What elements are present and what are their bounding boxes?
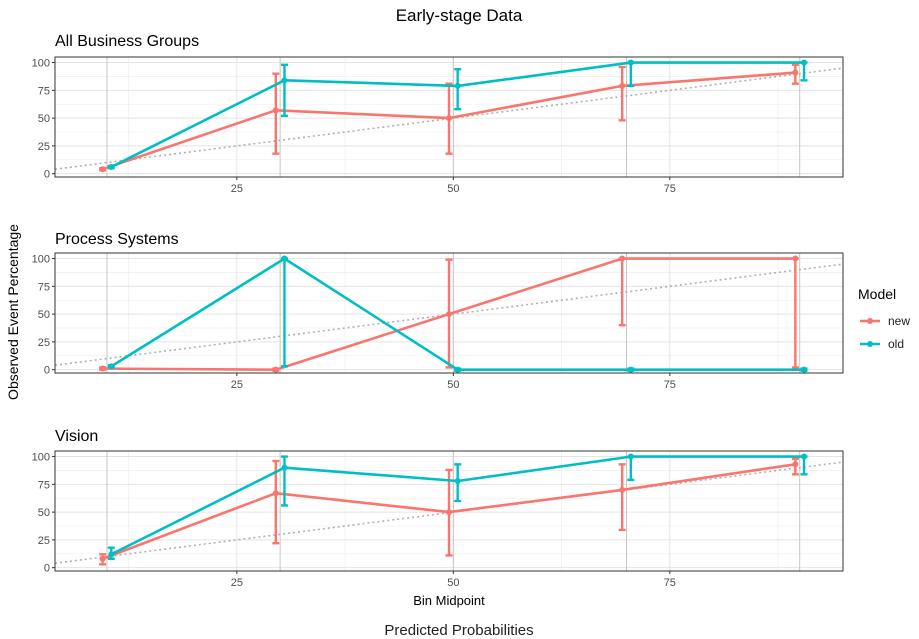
- legend-label-new: new: [888, 314, 910, 328]
- y-tick-label: 100: [32, 58, 50, 70]
- y-tick-label: 75: [38, 85, 50, 97]
- data-point-new: [99, 365, 106, 372]
- data-point-new: [272, 107, 279, 114]
- y-axis-label: Observed Event Percentage: [5, 224, 21, 400]
- y-tick-label: 0: [44, 169, 50, 181]
- y-tick-label: 50: [38, 507, 50, 519]
- data-point-old: [281, 77, 288, 84]
- y-tick-label: 75: [38, 479, 50, 491]
- legend-key-point-new: [867, 318, 873, 324]
- x-tick-label: 75: [664, 379, 676, 391]
- data-point-new: [446, 509, 452, 516]
- x-tick-label: 25: [231, 577, 243, 589]
- figure-title: Early-stage Data: [396, 6, 523, 25]
- y-tick-label: 100: [32, 452, 50, 464]
- legend: Model new old: [858, 286, 910, 351]
- panel-2: Process Systems 0 25 50 75 100 25 50 75: [32, 231, 844, 391]
- panel-title: Vision: [55, 428, 98, 445]
- data-point-new: [619, 82, 626, 89]
- panel-border: [54, 56, 844, 178]
- data-point-old: [627, 59, 634, 66]
- panel-title: Process Systems: [55, 231, 179, 248]
- x-tick-label: 25: [231, 379, 243, 391]
- legend-key-point-old: [867, 341, 873, 347]
- data-point-old: [801, 366, 808, 373]
- series-new: [99, 63, 799, 173]
- y-tick-label: 25: [38, 535, 50, 547]
- y-tick-label: 25: [38, 141, 50, 153]
- panel-3: Vision 0 25 50 75 100 25 50 75 Bin Midpoint: [32, 428, 844, 608]
- data-point-new: [446, 115, 452, 122]
- data-point-new: [272, 490, 279, 497]
- x-axis-caption: Predicted Probabilities: [384, 622, 533, 639]
- data-point-new: [99, 166, 106, 173]
- data-point-old: [454, 366, 461, 373]
- data-point-old: [108, 363, 115, 370]
- data-point-new: [619, 486, 626, 493]
- series-new: [99, 255, 799, 373]
- y-tick-label: 25: [38, 337, 50, 349]
- y-tick-label: 0: [44, 563, 50, 575]
- x-tick-label: 75: [664, 183, 676, 195]
- data-point-old: [108, 551, 115, 558]
- legend-title: Model: [858, 286, 896, 302]
- series-old: [107, 453, 808, 560]
- x-axis-label: Bin Midpoint: [413, 593, 485, 608]
- data-point-old: [454, 82, 461, 89]
- legend-item-old[interactable]: old: [860, 337, 904, 351]
- y-tick-label: 100: [32, 254, 50, 266]
- data-point-new: [446, 311, 452, 318]
- data-point-old: [281, 464, 288, 471]
- data-point-new: [619, 255, 626, 262]
- series-new: [99, 457, 799, 566]
- data-point-new: [792, 69, 799, 76]
- data-point-new: [99, 555, 106, 562]
- legend-item-new[interactable]: new: [860, 314, 910, 328]
- series-old: [107, 59, 808, 170]
- data-point-old: [281, 255, 288, 262]
- y-tick-label: 75: [38, 281, 50, 293]
- series-old: [107, 255, 808, 373]
- legend-label-old: old: [888, 337, 904, 351]
- data-point-old: [454, 478, 461, 484]
- panel-1: All Business Groups 0 25 50 75 100 25 50 75: [32, 33, 844, 195]
- panel-title: All Business Groups: [55, 33, 199, 50]
- y-tick-label: 0: [44, 365, 50, 377]
- x-tick-label: 75: [664, 577, 676, 589]
- x-tick-label: 50: [447, 577, 459, 589]
- x-tick-label: 25: [231, 183, 243, 195]
- panel-border: [54, 252, 844, 374]
- data-point-old: [108, 164, 115, 170]
- data-point-new: [272, 366, 279, 373]
- x-tick-label: 50: [447, 379, 459, 391]
- y-tick-label: 50: [38, 113, 50, 125]
- panel-border: [54, 450, 844, 572]
- data-point-old: [801, 59, 808, 66]
- data-point-old: [627, 366, 634, 373]
- data-point-new: [792, 461, 799, 468]
- data-point-old: [801, 453, 808, 460]
- x-tick-label: 50: [447, 183, 459, 195]
- y-tick-label: 50: [38, 309, 50, 321]
- data-point-new: [792, 255, 799, 262]
- data-point-old: [627, 453, 634, 460]
